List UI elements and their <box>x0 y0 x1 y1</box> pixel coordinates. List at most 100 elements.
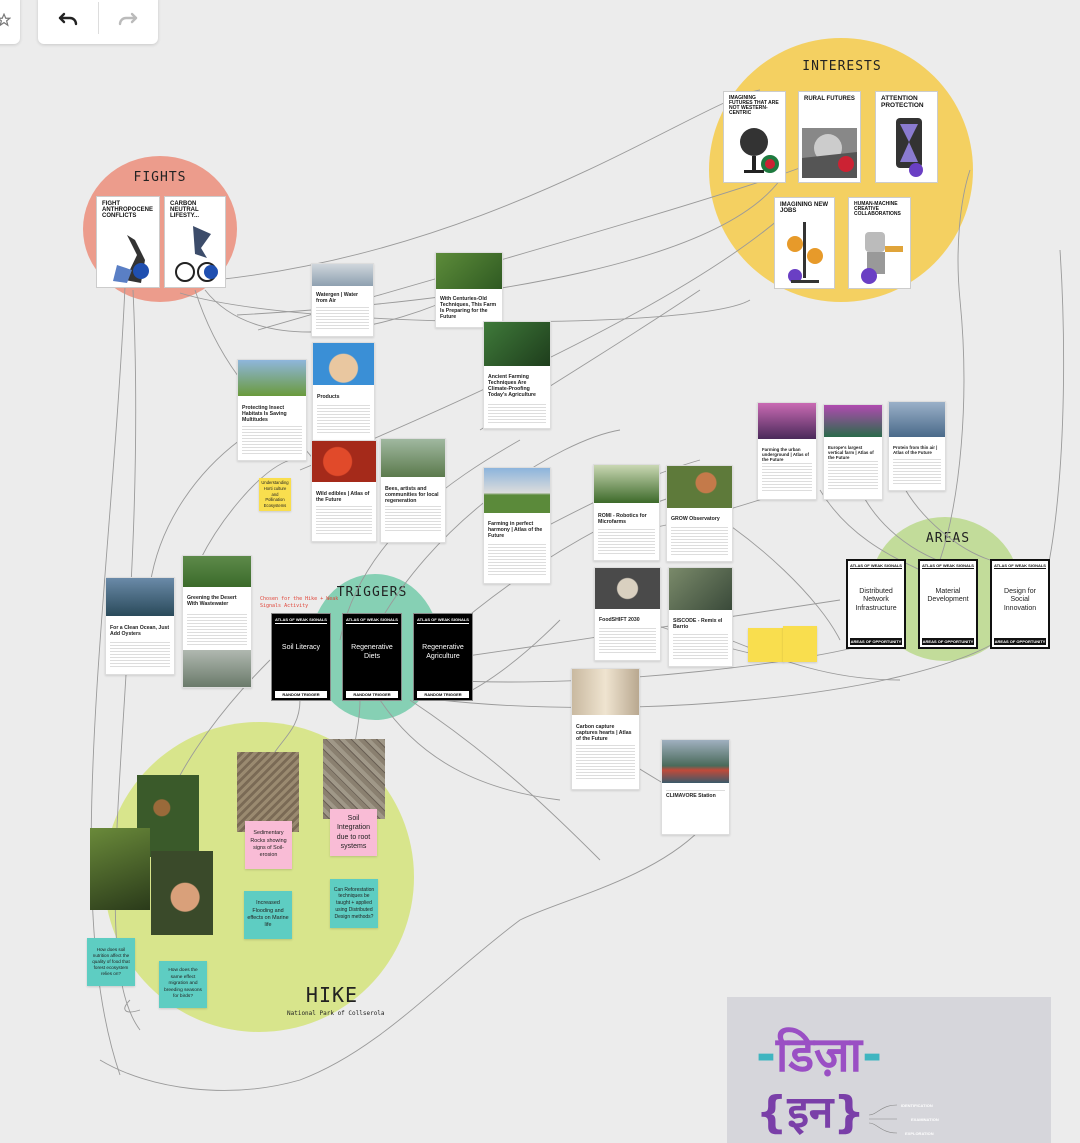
article-card-greening-desert[interactable]: Greening the Desert With Wastewater <box>182 555 252 688</box>
card-title: SISCODE - Remix el Barrio <box>673 618 723 630</box>
card-image <box>312 264 373 286</box>
sticky-soil-integration[interactable]: Soil Integration due to root systems <box>330 809 377 856</box>
globe-illustration <box>740 128 779 173</box>
card-description <box>316 305 369 331</box>
logo-word-1: डिज़ा <box>775 1027 863 1083</box>
area-card-social-innovation[interactable]: ATLAS OF WEAK SIGNALS Design for Social … <box>990 559 1050 649</box>
article-card-wild-edibles[interactable]: Wild edibles | Atlas of the Future <box>311 440 377 542</box>
card-description <box>488 542 546 576</box>
card-body: Design for Social Innovation <box>1003 588 1037 612</box>
interest-poster-4[interactable]: IMAGINING NEW JOBS <box>774 197 835 289</box>
card-description <box>576 743 635 781</box>
poster-title: CARBON NEUTRAL LIFESTY... <box>170 201 200 219</box>
article-card-grow-observatory[interactable]: GROW Observatory <box>666 465 733 562</box>
sticky-yellow-small-2[interactable] <box>783 626 817 662</box>
article-card-romi[interactable]: ROMI - Robotics for Microfarms <box>593 464 660 561</box>
card-title: Watergen | Water from Air <box>316 292 358 304</box>
article-card-ancient-farming[interactable]: Ancient Farming Techniques Are Climate-P… <box>483 321 551 429</box>
card-image <box>238 360 306 396</box>
card-header: ATLAS OF WEAK SIGNALS <box>346 617 398 624</box>
card-header: ATLAS OF WEAK SIGNALS <box>850 563 902 569</box>
logo-label-2: EXAMINATION <box>911 1117 939 1122</box>
area-card-material-development[interactable]: ATLAS OF WEAK SIGNALS Material Developme… <box>918 559 978 649</box>
chosen-note: Chosen for the Hike + Weak Signals Activ… <box>260 596 339 609</box>
logo-dash-left: - <box>756 1027 776 1083</box>
card-body: Distributed Network Infrastructure <box>855 588 897 612</box>
article-card-farming-harmony[interactable]: Farming in perfect harmony | Atlas of th… <box>483 467 551 584</box>
card-title: Bees, artists and communities for local … <box>385 486 439 504</box>
article-card-bees-artists[interactable]: Bees, artists and communities for local … <box>380 438 446 543</box>
article-card-siscode[interactable]: SISCODE - Remix el Barrio <box>668 567 733 667</box>
hike-photo-cracked-soil[interactable] <box>323 739 385 819</box>
logo-line-1: -डिज़ा- <box>756 1031 882 1079</box>
card-image <box>313 343 374 385</box>
fight-poster-2[interactable]: CARBON NEUTRAL LIFESTY... <box>164 196 226 288</box>
article-card-protein-air[interactable]: Protein from thin air | Atlas of the Fut… <box>888 401 946 491</box>
sticky-sedimentary-rocks[interactable]: Sedimentary Rocks showing signs of Soil-… <box>245 821 292 869</box>
article-card-products[interactable]: Products <box>312 342 375 441</box>
logo-board[interactable]: -डिज़ा- {इन} IDENTIFICATION EXAMINATION … <box>727 997 1051 1143</box>
card-title: Europe's largest vertical farm | Atlas o… <box>828 445 874 461</box>
redo-icon <box>118 12 138 26</box>
card-description <box>666 788 725 792</box>
sticky-soil-nutrition[interactable]: How does soil nutrition affect the quali… <box>87 938 135 986</box>
card-title: Protecting Insect Habitats Is Saving Mul… <box>242 405 287 423</box>
article-card-climavore[interactable]: CLIMAVORE Station <box>661 739 730 835</box>
poster-title: IMAGINING NEW JOBS <box>780 202 828 214</box>
robot-illustration <box>861 232 903 284</box>
undo-button[interactable] <box>50 2 86 38</box>
card-image <box>758 403 816 439</box>
card-image <box>595 568 660 609</box>
trigger-card-regenerative-agriculture[interactable]: ATLAS OF WEAK SIGNALS Regenerative Agric… <box>413 613 473 701</box>
trigger-card-regenerative-diets[interactable]: ATLAS OF WEAK SIGNALS Regenerative Diets… <box>342 613 402 701</box>
logo-label-3: EXPLORATION <box>905 1131 934 1136</box>
hike-photo-hand-berries[interactable] <box>151 851 213 935</box>
article-card-protecting-insect[interactable]: Protecting Insect Habitats Is Saving Mul… <box>237 359 307 461</box>
area-card-distributed-network[interactable]: ATLAS OF WEAK SIGNALS Distributed Networ… <box>846 559 906 649</box>
card-footer: RANDOM TRIGGER <box>346 691 398 698</box>
card-description <box>110 640 170 668</box>
article-card-carbon-capture[interactable]: Carbon capture captures hearts | Atlas o… <box>571 668 640 790</box>
card-header: ATLAS OF WEAK SIGNALS <box>994 563 1046 569</box>
card-title: For a Clean Ocean, Just Add Oysters <box>110 625 170 637</box>
interest-poster-1[interactable]: IMAGINING FUTURES THAT ARE NOT WESTERN-C… <box>723 91 786 183</box>
article-card-clean-ocean[interactable]: For a Clean Ocean, Just Add Oysters <box>105 577 175 675</box>
article-card-watergen[interactable]: Watergen | Water from Air <box>311 263 374 337</box>
sticky-horticulture[interactable]: Understanding Horti culture and Pollinat… <box>259 478 291 511</box>
sticky-increased-flooding[interactable]: Increased Flooding and effects on Marine… <box>244 891 292 939</box>
sticky-yellow-small-1[interactable] <box>748 628 784 662</box>
interest-poster-3[interactable]: ATTENTION PROTECTION <box>875 91 938 183</box>
article-card-farming-urban[interactable]: Farming the urban underground | Atlas of… <box>757 402 817 500</box>
interest-poster-5[interactable]: HUMAN-MACHINE CREATIVE COLLABORATIONS <box>848 197 911 289</box>
sticky-bird-migration[interactable]: How does the same effect migration and b… <box>159 961 207 1008</box>
hike-title: HIKE <box>305 983 359 1007</box>
hike-photo-rocks[interactable] <box>237 752 299 832</box>
card-footer: RANDOM TRIGGER <box>275 691 327 698</box>
hike-photo-plants-2[interactable] <box>90 828 150 910</box>
card-secondary-image <box>183 650 251 687</box>
interest-poster-2[interactable]: RURAL FUTURES <box>798 91 861 183</box>
card-body: Material Development <box>927 588 969 604</box>
article-card-centuries-old[interactable]: With Centuries-Old Techniques, This Farm… <box>435 252 503 328</box>
toolbar-left <box>0 0 20 44</box>
card-image <box>484 468 550 513</box>
card-title: Products <box>317 394 340 400</box>
fight-poster-1[interactable]: FIGHT ANTHROPOCENE CONFLICTS <box>96 196 160 288</box>
card-title: CLIMAVORE Station <box>666 793 716 799</box>
bicycle-illustration <box>175 226 218 282</box>
redo-button[interactable] <box>110 2 146 38</box>
logo-line-2: {इन} <box>756 1087 865 1138</box>
card-description <box>893 457 941 485</box>
poster-title: FIGHT ANTHROPOCENE CONFLICTS <box>102 201 154 219</box>
star-icon[interactable] <box>0 2 22 38</box>
card-title: Greening the Desert With Wastewater <box>187 595 237 607</box>
sticky-reforestation[interactable]: Can Reforestation techniques be taught +… <box>330 879 378 928</box>
trigger-card-soil-literacy[interactable]: ATLAS OF WEAK SIGNALS Soil Literacy RAND… <box>271 613 331 701</box>
card-title: Farming in perfect harmony | Atlas of th… <box>488 521 543 539</box>
article-card-foodshift[interactable]: FoodSHIFT 2030 <box>594 567 661 661</box>
card-image <box>183 556 251 587</box>
hourglass-illustration <box>896 118 923 177</box>
card-footer: RANDOM TRIGGER <box>417 691 469 698</box>
toolbar-divider <box>98 2 99 34</box>
article-card-vertical-farm[interactable]: Europe's largest vertical farm | Atlas o… <box>823 404 883 500</box>
